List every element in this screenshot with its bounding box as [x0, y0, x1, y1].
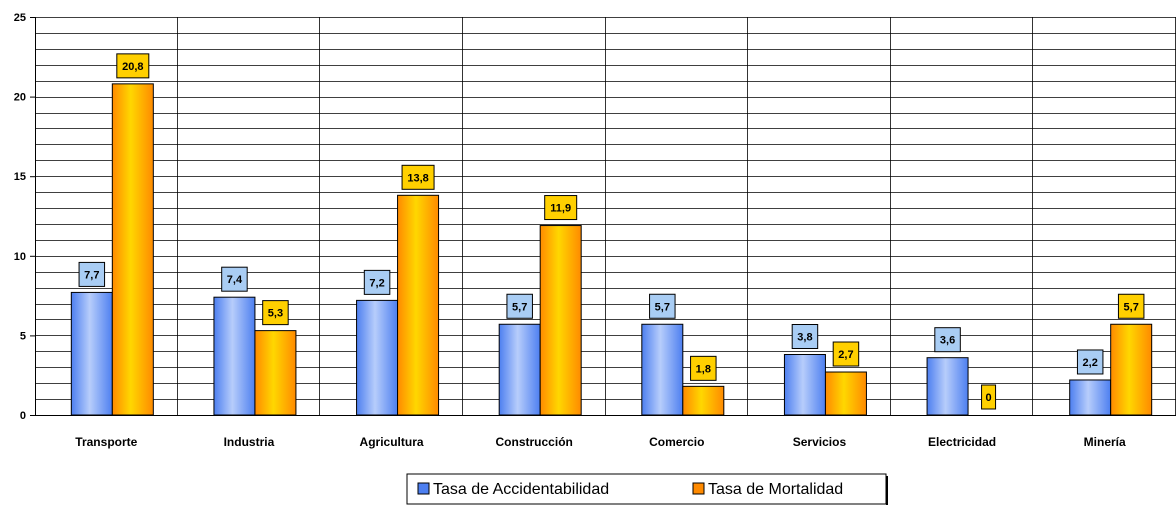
- data-label-box: [401, 164, 435, 190]
- data-label-box: [791, 324, 819, 350]
- data-label-box: [1117, 293, 1145, 319]
- x-tick-label: Construcción: [496, 435, 573, 449]
- axes: 0 5 10 15 20 25 Transporte Industria Agricultura…: [14, 12, 1176, 449]
- data-label-box: [649, 293, 676, 319]
- bar-mortalidad: [1110, 323, 1153, 416]
- data-label: 5,7: [655, 301, 670, 313]
- bar-accidentabilidad: [70, 291, 113, 416]
- y-tick-label: 0: [20, 410, 26, 422]
- bar-mortalidad: [397, 194, 440, 416]
- data-label: 20,8: [122, 61, 143, 73]
- legend-label-mortalidad: Tasa de Mortalidad: [708, 481, 843, 498]
- x-tick-label: Industria: [224, 435, 275, 449]
- data-label: 7,2: [369, 277, 384, 289]
- data-label-box: [690, 355, 717, 381]
- bar-mortalidad: [824, 371, 867, 416]
- data-label-box: [116, 53, 150, 79]
- data-label: 3,8: [797, 332, 812, 344]
- bar-mortalidad: [111, 83, 154, 416]
- data-label: 5,3: [268, 308, 283, 320]
- bar-accidentabilidad: [783, 354, 826, 416]
- bar-accidentabilidad: [1069, 379, 1112, 416]
- data-label-box: [506, 293, 533, 319]
- bar-accidentabilidad: [498, 323, 541, 416]
- y-tick-label: 10: [14, 251, 26, 263]
- data-label: 2,2: [1083, 357, 1098, 369]
- data-label-box: [981, 384, 997, 410]
- data-label: 7,7: [84, 269, 99, 281]
- data-label: 5,7: [512, 301, 527, 313]
- data-label-box: [544, 195, 578, 221]
- x-tick-label: Electricidad: [928, 435, 996, 449]
- x-tick-label: Agricultura: [360, 435, 424, 449]
- bar-mortalidad: [682, 385, 725, 416]
- x-tick-label: Servicios: [793, 435, 847, 449]
- bar-accidentabilidad: [213, 296, 256, 416]
- y-tick-label: 15: [14, 171, 26, 183]
- bar-accidentabilidad: [356, 299, 399, 416]
- data-label: 0: [986, 392, 992, 404]
- legend: Tasa de Accidentabilidad Tasa de Mortali…: [406, 473, 888, 505]
- x-tick-label: Minería: [1084, 435, 1126, 449]
- x-tick-label: Transporte: [75, 435, 137, 449]
- data-label: 2,7: [838, 349, 853, 361]
- legend-swatch-accidentabilidad: [417, 482, 430, 495]
- data-label: 3,6: [940, 335, 955, 347]
- y-tick-label: 25: [14, 12, 26, 24]
- legend-swatch-mortalidad: [692, 482, 705, 495]
- y-tick-label: 20: [14, 92, 26, 104]
- data-labels: 7,7 20,8 7,4 5,3 7,2 13,8 5,7 11,9 5,7 1,8 3,8 2,7 3…: [78, 53, 1145, 410]
- grid: [35, 17, 1176, 415]
- data-label-box: [78, 261, 106, 287]
- bar-accidentabilidad: [641, 323, 684, 416]
- data-label: 13,8: [407, 172, 428, 184]
- data-label: 7,4: [227, 274, 243, 286]
- data-label-box: [934, 327, 961, 353]
- bar-mortalidad: [539, 225, 582, 416]
- bars: [70, 83, 1153, 416]
- data-label-box: [832, 341, 860, 367]
- y-tick-label: 5: [20, 330, 26, 342]
- bar-mortalidad: [254, 330, 297, 416]
- data-label: 11,9: [550, 203, 571, 215]
- legend-label-accidentabilidad: Tasa de Accidentabilidad: [433, 481, 609, 498]
- data-label: 5,7: [1124, 301, 1139, 313]
- x-tick-label: Comercio: [649, 435, 704, 449]
- data-label-box: [221, 266, 248, 292]
- data-label-box: [262, 300, 289, 326]
- data-label-box: [363, 269, 391, 295]
- data-label-box: [1076, 349, 1104, 375]
- bar-accidentabilidad: [926, 357, 969, 416]
- data-label: 1,8: [696, 363, 711, 375]
